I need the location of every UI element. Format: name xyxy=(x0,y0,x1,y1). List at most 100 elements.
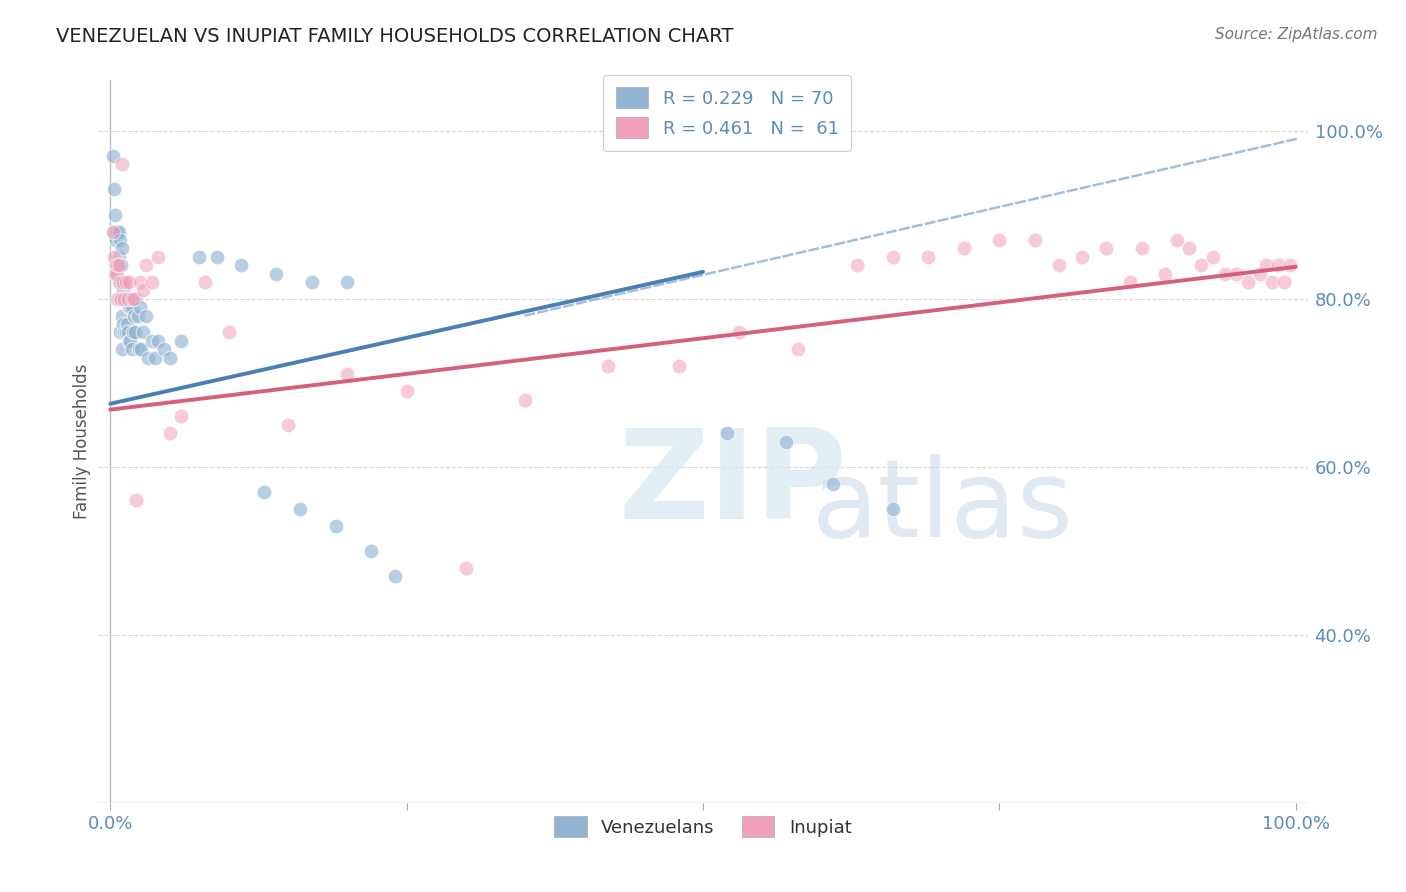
Point xyxy=(108,258,131,272)
Point xyxy=(120,300,142,314)
Point xyxy=(229,258,252,272)
Point xyxy=(108,275,131,289)
Text: VENEZUELAN VS INUPIAT FAMILY HOUSEHOLDS CORRELATION CHART: VENEZUELAN VS INUPIAT FAMILY HOUSEHOLDS … xyxy=(56,27,734,45)
Point xyxy=(454,560,477,574)
Point xyxy=(125,493,148,508)
Point xyxy=(218,326,240,340)
Point xyxy=(136,351,159,365)
Point xyxy=(111,241,134,255)
Point xyxy=(105,233,128,247)
Y-axis label: Family Households: Family Households xyxy=(73,364,91,519)
Point xyxy=(108,326,131,340)
Point xyxy=(117,326,139,340)
Point xyxy=(132,283,155,297)
Point xyxy=(104,267,127,281)
Text: 0.0%: 0.0% xyxy=(87,815,134,833)
Point xyxy=(111,275,134,289)
Text: Source: ZipAtlas.com: Source: ZipAtlas.com xyxy=(1215,27,1378,42)
Point xyxy=(917,250,939,264)
Point xyxy=(105,292,128,306)
Text: atlas: atlas xyxy=(811,453,1074,559)
Point xyxy=(104,208,127,222)
Point xyxy=(325,518,347,533)
Point xyxy=(188,250,211,264)
Point xyxy=(1119,275,1142,289)
Text: ZIP: ZIP xyxy=(619,425,846,545)
Point xyxy=(105,258,128,272)
Point xyxy=(107,225,129,239)
Point xyxy=(112,283,135,297)
Point xyxy=(118,275,141,289)
Point xyxy=(112,275,135,289)
Point xyxy=(727,326,749,340)
Point xyxy=(135,309,157,323)
Point xyxy=(118,334,141,348)
Point xyxy=(128,342,150,356)
Point xyxy=(132,326,155,340)
Point xyxy=(846,258,869,272)
Point xyxy=(110,292,132,306)
Point xyxy=(125,292,148,306)
Point xyxy=(121,292,143,306)
Point xyxy=(105,267,128,281)
Point xyxy=(146,250,169,264)
Point xyxy=(111,342,134,356)
Point xyxy=(114,292,136,306)
Point xyxy=(122,309,145,323)
Point xyxy=(205,250,228,264)
Point xyxy=(110,292,132,306)
Point xyxy=(336,275,359,289)
Point xyxy=(170,409,193,424)
Point xyxy=(1047,258,1070,272)
Point xyxy=(103,182,125,196)
Point xyxy=(111,157,134,171)
Point xyxy=(108,292,131,306)
Point xyxy=(114,326,136,340)
Point xyxy=(668,359,690,373)
Point xyxy=(127,309,149,323)
Point xyxy=(117,292,139,306)
Legend: Venezuelans, Inupiat: Venezuelans, Inupiat xyxy=(547,809,859,845)
Point xyxy=(336,368,359,382)
Point xyxy=(103,250,125,264)
Point xyxy=(1202,250,1225,264)
Point xyxy=(117,292,139,306)
Point xyxy=(104,258,127,272)
Point xyxy=(952,241,974,255)
Point xyxy=(122,292,145,306)
Point xyxy=(112,317,135,331)
Point xyxy=(515,392,537,407)
Point xyxy=(1095,241,1118,255)
Point xyxy=(101,225,124,239)
Point xyxy=(143,351,166,365)
Point xyxy=(1267,258,1289,272)
Point xyxy=(882,250,904,264)
Point xyxy=(277,417,299,432)
Point xyxy=(108,233,131,247)
Point xyxy=(301,275,323,289)
Point xyxy=(823,476,845,491)
Point xyxy=(121,300,143,314)
Point xyxy=(121,326,143,340)
Point xyxy=(118,300,141,314)
Point xyxy=(1189,258,1212,272)
Point xyxy=(1071,250,1094,264)
Point xyxy=(716,426,738,441)
Point xyxy=(141,275,163,289)
Point xyxy=(107,250,129,264)
Point xyxy=(105,225,128,239)
Point xyxy=(120,334,142,348)
Point xyxy=(129,342,152,356)
Point xyxy=(159,426,181,441)
Point xyxy=(253,485,276,500)
Point xyxy=(159,351,181,365)
Point xyxy=(107,258,129,272)
Point xyxy=(988,233,1011,247)
Point xyxy=(121,342,143,356)
Point xyxy=(1261,275,1284,289)
Point xyxy=(114,292,136,306)
Point xyxy=(775,434,797,449)
Point xyxy=(105,258,128,272)
Point xyxy=(1024,233,1046,247)
Point xyxy=(115,317,138,331)
